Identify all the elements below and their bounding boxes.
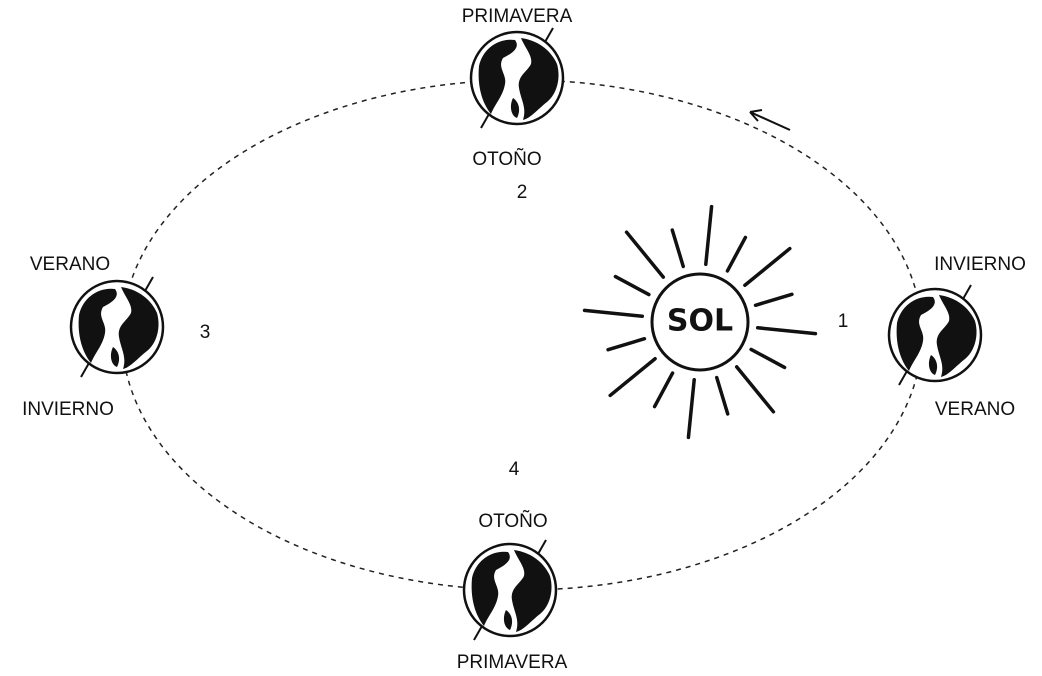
sun-label: SOL: [667, 304, 733, 339]
sun-ray: [672, 230, 683, 266]
sun-ray: [745, 249, 790, 286]
orbit-diagram: SOL INVIERNO VERANO 1 PRIMAVERA OTOÑO 2 …: [0, 0, 1042, 676]
season-label: INVIERNO: [934, 254, 1026, 275]
earth: [71, 277, 163, 377]
sun-ray: [706, 207, 712, 265]
position-number: 3: [200, 322, 211, 343]
sun-ray: [585, 310, 643, 316]
season-label: OTOÑO: [478, 510, 547, 532]
sun-ray: [737, 367, 774, 412]
season-label: OTOÑO: [472, 148, 541, 170]
season-label: INVIERNO: [22, 399, 114, 420]
sun-ray: [610, 359, 655, 396]
season-label: PRIMAVERA: [462, 6, 573, 27]
sun-ray: [751, 349, 784, 367]
position-number: 4: [509, 459, 520, 480]
earth: [464, 540, 556, 640]
season-label: VERANO: [935, 399, 1015, 420]
sun-ray: [758, 328, 816, 334]
season-label: PRIMAVERA: [457, 652, 568, 673]
direction-arrow: [750, 110, 790, 130]
sun-ray: [727, 237, 745, 270]
sun-ray: [627, 232, 664, 277]
sun-ray: [615, 277, 648, 295]
sun-ray: [717, 378, 728, 414]
sun-ray: [756, 294, 792, 305]
sun-ray: [608, 339, 644, 350]
sun-ray: [655, 373, 673, 406]
earth: [889, 285, 981, 385]
position-number: 1: [838, 311, 849, 332]
earth: [471, 28, 563, 128]
season-label: VERANO: [30, 254, 110, 275]
position-number: 2: [517, 182, 528, 203]
sun-ray: [688, 380, 694, 438]
